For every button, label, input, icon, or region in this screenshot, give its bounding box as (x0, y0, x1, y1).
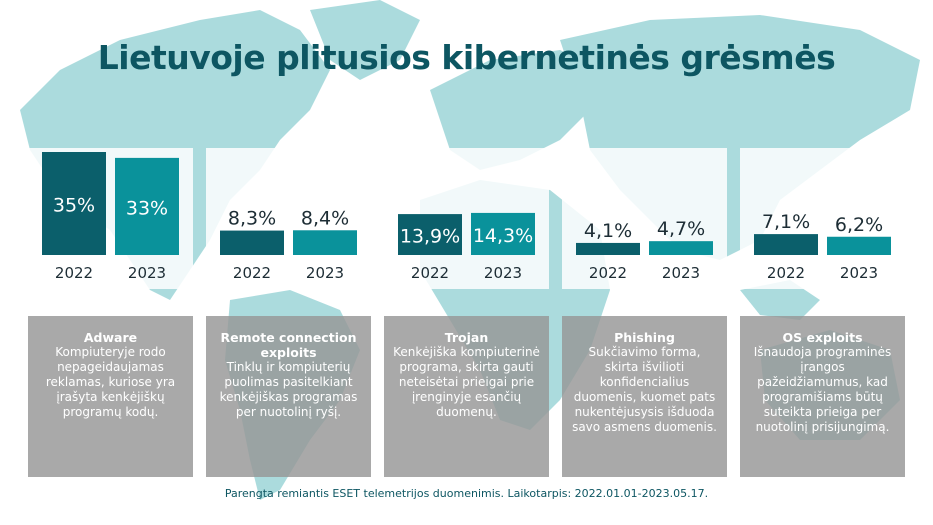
chart-adware: 35% 2022 33% 2023 (28, 148, 193, 289)
threat-card-remote-connection-exploits: Remote connection exploits Tinklų ir kom… (206, 316, 371, 477)
year-label: 2023 (128, 264, 166, 282)
threat-name: Trojan (444, 330, 489, 345)
bar-2023 (827, 236, 891, 255)
year-label: 2022 (55, 264, 93, 282)
year-label: 2023 (484, 264, 522, 282)
bar-2022 (398, 214, 462, 255)
data-label: 35% (53, 195, 95, 217)
chart-remote-connection-exploits: 8,3% 2022 8,4% 2023 (206, 148, 371, 289)
map-europe (430, 50, 600, 170)
year-label: 2023 (840, 264, 878, 282)
map-islands (740, 280, 820, 320)
chart-phishing: 4,1% 2022 4,7% 2023 (562, 148, 727, 289)
mini-bar-chart: 4,1% 2022 4,7% 2023 (576, 218, 713, 282)
bar-2022 (576, 242, 640, 255)
year-label: 2023 (306, 264, 344, 282)
bar-2023 (293, 230, 357, 255)
year-label: 2022 (411, 264, 449, 282)
data-label: 4,7% (657, 218, 705, 240)
data-label: 6,2% (835, 214, 883, 236)
mini-bar-chart: 35% 2022 33% 2023 (42, 152, 179, 282)
bar-2023 (649, 241, 713, 255)
mini-bar-chart: 13,9% 2022 14,3% 2023 (398, 212, 535, 282)
threat-name: Adware (83, 330, 138, 345)
bar-2022 (220, 230, 284, 255)
data-label: 4,1% (584, 220, 632, 242)
mini-bar-chart: 7,1% 2022 6,2% 2023 (754, 211, 891, 282)
threat-description: Sukčiavimo forma, skirta išvilioti konfi… (572, 345, 717, 434)
threat-name: Phishing (614, 330, 675, 345)
year-label: 2022 (767, 264, 805, 282)
data-label: 7,1% (762, 211, 810, 233)
threat-description: Kenkėjiška kompiuterinė programa, skirta… (393, 345, 540, 419)
threat-name: Remote connection exploits (220, 330, 357, 360)
year-label: 2023 (662, 264, 700, 282)
threat-description: Tinklų ir kompiuterių puolimas pasitelki… (219, 360, 358, 419)
year-label: 2022 (589, 264, 627, 282)
threat-description: Kompiuteryje rodo nepageidaujamas reklam… (45, 345, 176, 419)
bar-2023 (471, 212, 535, 255)
bar-2022 (42, 152, 106, 255)
chart-os-exploits: 7,1% 2022 6,2% 2023 (740, 148, 905, 289)
data-label: 8,4% (301, 207, 349, 229)
data-label: 13,9% (400, 226, 460, 248)
bar-2023 (115, 157, 179, 255)
data-label: 33% (126, 197, 168, 219)
data-label: 8,3% (228, 208, 276, 230)
threat-card-trojan: Trojan Kenkėjiška kompiuterinė programa,… (384, 316, 549, 477)
bar-2022 (754, 234, 818, 255)
threat-name: OS exploits (782, 330, 863, 345)
data-label: 14,3% (473, 225, 533, 247)
threat-description: Išnaudoja programinės įrangos pažeidžiam… (753, 345, 892, 434)
threat-card-adware: Adware Kompiuteryje rodo nepageidaujamas… (28, 316, 193, 477)
map-greenland (310, 0, 420, 80)
year-label: 2022 (233, 264, 271, 282)
chart-trojan: 13,9% 2022 14,3% 2023 (384, 148, 549, 289)
threat-card-phishing: Phishing Sukčiavimo forma, skirta išvili… (562, 316, 727, 477)
threat-card-os-exploits: OS exploits Išnaudoja programinės įrango… (740, 316, 905, 477)
source-note: Parengta remiantis ESET telemetrijos duo… (224, 487, 709, 500)
mini-bar-chart: 8,3% 2022 8,4% 2023 (220, 207, 357, 282)
page-title: Lietuvoje plitusios kibernetinės grėsmės (97, 38, 836, 77)
